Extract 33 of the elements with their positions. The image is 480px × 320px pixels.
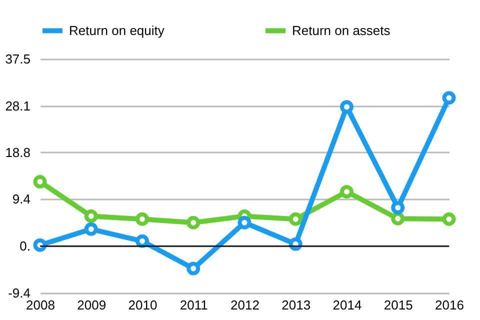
- x-tick-label: 2008: [26, 298, 55, 312]
- point: [84, 209, 98, 223]
- y-tick-label: 0.: [20, 238, 30, 254]
- point: [442, 212, 456, 226]
- y-tick-label: 37.5: [5, 52, 30, 66]
- x-tick-label: 2009: [77, 298, 106, 312]
- x-tick-label: 2013: [282, 298, 311, 312]
- x-tick-label: 2012: [230, 298, 260, 312]
- point: [391, 212, 405, 226]
- y-tick-label: 9.4: [12, 192, 30, 207]
- x-tick-label: 2011: [180, 298, 208, 312]
- x-tick-label: 2014: [332, 298, 362, 312]
- point: [84, 222, 98, 236]
- point: [238, 216, 252, 230]
- point: [288, 212, 302, 226]
- x-tick-label: 2010: [128, 298, 158, 312]
- y-tick-label: -9.4: [8, 286, 30, 300]
- point: [33, 175, 47, 188]
- point: [186, 216, 200, 230]
- y-tick-label: 28.1: [5, 98, 30, 114]
- point: [442, 91, 456, 105]
- x-tick-label: 2016: [435, 298, 464, 312]
- x-tick-label: 2015: [384, 298, 413, 312]
- y-tick-label: 18.8: [5, 144, 30, 160]
- legend-label: Return on equity: [69, 22, 165, 38]
- point: [33, 238, 47, 252]
- point: [136, 212, 149, 226]
- legend-label: Return on assets: [292, 22, 391, 38]
- point: [186, 262, 200, 276]
- point: [340, 184, 354, 198]
- point: [391, 200, 405, 214]
- point: [340, 100, 354, 114]
- point: [136, 234, 149, 248]
